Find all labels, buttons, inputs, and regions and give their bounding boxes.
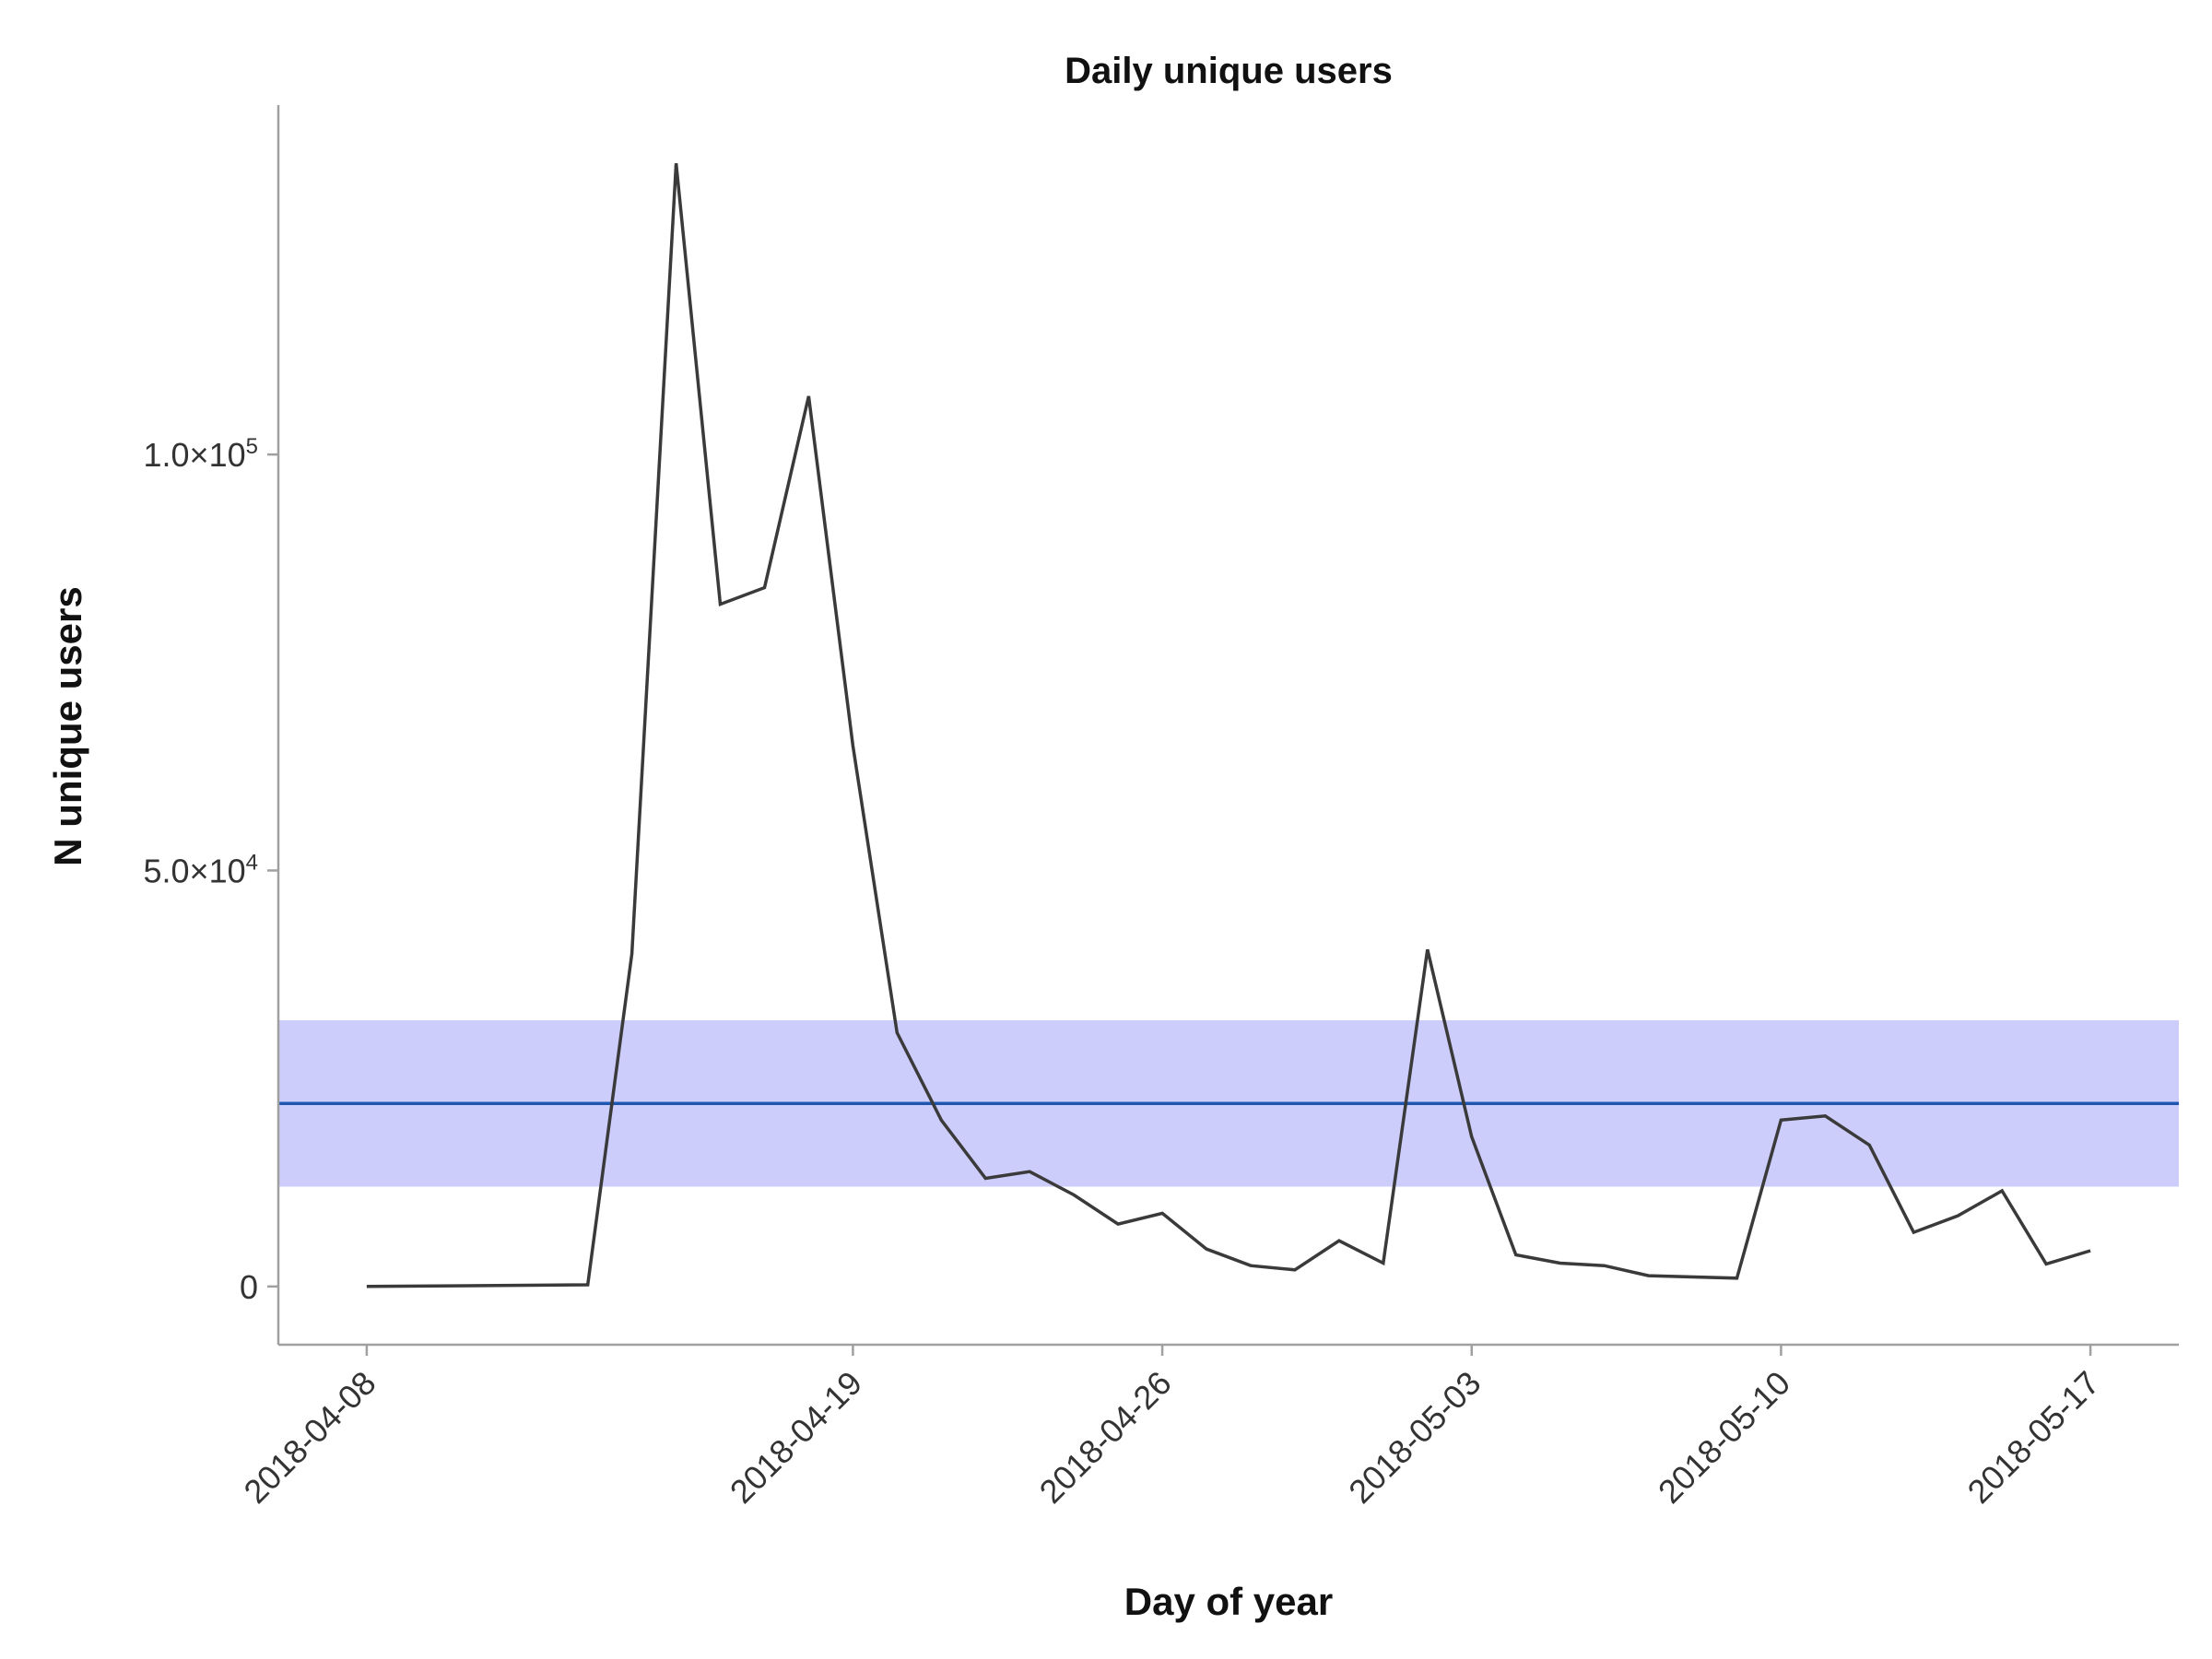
y-tick-label: 5.0×104 [144,850,258,889]
y-tick-label: 0 [240,1268,258,1306]
x-tick-label: 2018-05-17 [1960,1364,2107,1511]
x-tick-label: 2018-05-10 [1651,1364,1797,1511]
x-tick-label: 2018-04-19 [723,1364,869,1511]
y-axis-label: N unique users [46,586,89,865]
y-axis-ticks: 0 5.0×104 1.0×105 [144,434,278,1306]
x-axis-ticks: 2018-04-08 2018-04-19 2018-04-26 2018-05-03… [236,1345,2107,1511]
chart-title: Daily unique users [1065,51,1393,91]
x-tick-label: 2018-04-08 [236,1364,382,1511]
x-tick-label: 2018-05-03 [1341,1364,1488,1511]
x-axis-label: Day of year [1124,1580,1333,1623]
x-tick-label: 2018-04-26 [1032,1364,1179,1511]
y-tick-label: 1.0×105 [144,434,258,474]
series-line-0 [366,163,2091,1288]
plot-area [278,163,2179,1288]
